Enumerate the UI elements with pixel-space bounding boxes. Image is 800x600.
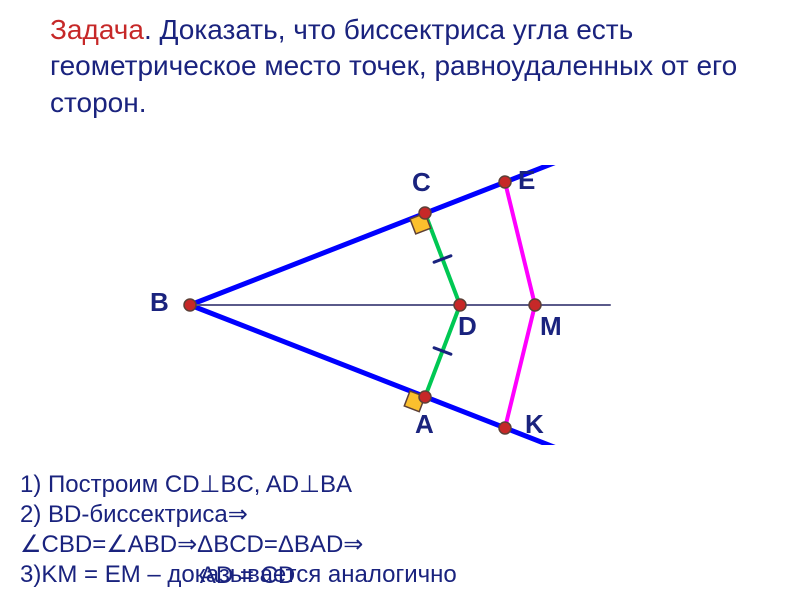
- proof-line-2: 2) BD-биссектриса⇒: [20, 500, 457, 530]
- ray-BC: [190, 165, 600, 305]
- proof-3b-left: 3)KM = EM – доказ: [20, 561, 230, 588]
- proof-text: 1) Построим CD⊥BC, AD⊥BA 2) BD-биссектри…: [20, 470, 457, 590]
- problem-body: Доказать, что биссектриса угла есть геом…: [50, 14, 737, 118]
- problem-statement: Задача. Доказать, что биссектриса угла е…: [50, 12, 750, 121]
- geometry-diagram: B C E D M A K: [130, 165, 670, 445]
- problem-word: Задача: [50, 14, 144, 45]
- point-K: [499, 422, 511, 434]
- label-M: M: [540, 311, 562, 342]
- segment-EM: [505, 182, 535, 305]
- point-D: [454, 299, 466, 311]
- proof-line-3b: 3)KM = EM – доказываАD = СDется аналогич…: [20, 560, 457, 590]
- proof-3b-mid: АD = СD: [200, 561, 295, 591]
- point-A: [419, 391, 431, 403]
- proof-line-3a: ∠CBD=∠ABD⇒ΔBCD=ΔBAD⇒: [20, 530, 457, 560]
- label-D: D: [458, 311, 477, 342]
- point-M: [529, 299, 541, 311]
- label-C: C: [412, 167, 431, 198]
- label-E: E: [518, 165, 535, 196]
- problem-period: .: [144, 14, 152, 45]
- diagram-svg: [130, 165, 670, 445]
- label-A: A: [415, 409, 434, 440]
- proof-line-1: 1) Построим CD⊥BC, AD⊥BA: [20, 470, 457, 500]
- proof-3b-right: я аналогично: [308, 561, 457, 588]
- point-B: [184, 299, 196, 311]
- point-E: [499, 176, 511, 188]
- label-B: B: [150, 287, 169, 318]
- point-C: [419, 207, 431, 219]
- label-K: K: [525, 409, 544, 440]
